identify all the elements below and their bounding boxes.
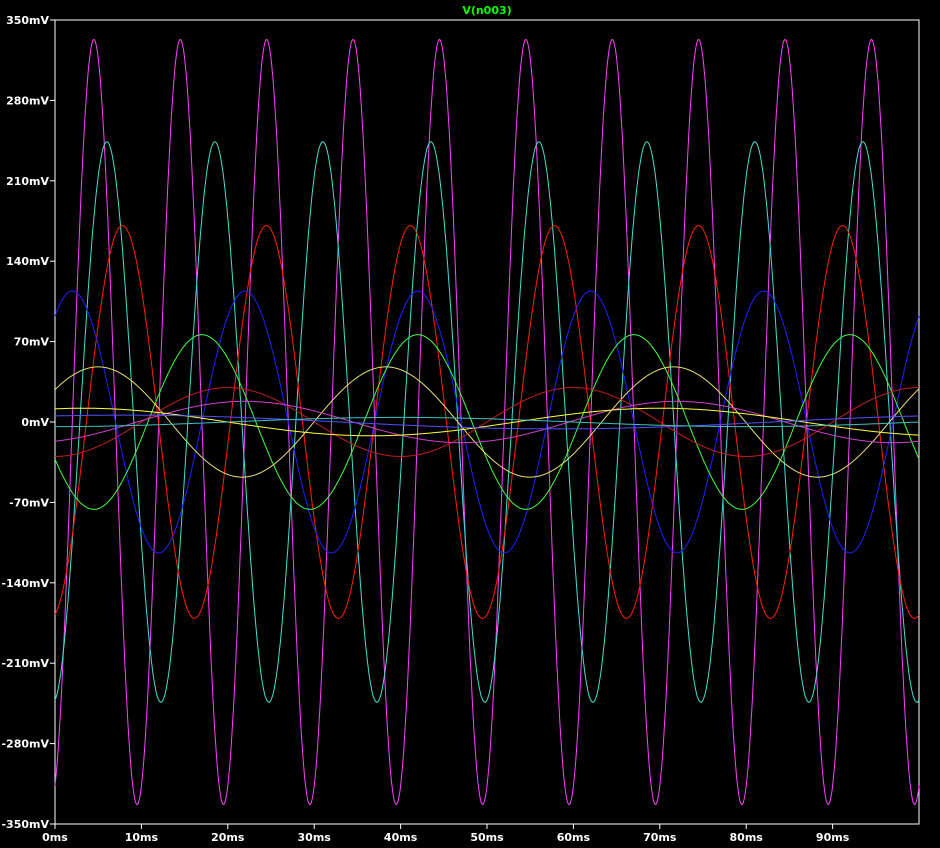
y-tick-label: 0mV	[21, 416, 49, 429]
y-tick-label: 70mV	[14, 336, 50, 349]
x-tick-label: 60ms	[557, 831, 591, 844]
x-tick-label: 40ms	[384, 831, 418, 844]
y-tick-label: 350mV	[6, 14, 49, 27]
y-tick-label: -280mV	[1, 738, 49, 751]
x-tick-label: 50ms	[470, 831, 504, 844]
x-tick-label: 70ms	[643, 831, 677, 844]
x-tick-label: 0ms	[42, 831, 68, 844]
y-tick-label: -350mV	[1, 818, 49, 831]
x-tick-label: 30ms	[298, 831, 332, 844]
x-tick-label: 20ms	[211, 831, 245, 844]
chart-title[interactable]: V(n003)	[462, 4, 511, 17]
y-tick-label: 210mV	[6, 175, 49, 188]
x-tick-label: 90ms	[816, 831, 850, 844]
series-layer	[55, 40, 919, 805]
series-line-7[interactable]	[55, 388, 919, 457]
y-tick-label: 140mV	[6, 255, 49, 268]
y-tick-label: -140mV	[1, 577, 49, 590]
x-tick-label: 80ms	[730, 831, 764, 844]
y-tick-label: -210mV	[1, 657, 49, 670]
x-tick-label: 10ms	[125, 831, 159, 844]
axis-layer: 350mV 280mV 210mV 140mV 70mV 0mV -70mV -140mV -2…	[1, 14, 849, 844]
y-tick-label: 280mV	[6, 94, 49, 107]
y-tick-label: -70mV	[9, 496, 49, 509]
